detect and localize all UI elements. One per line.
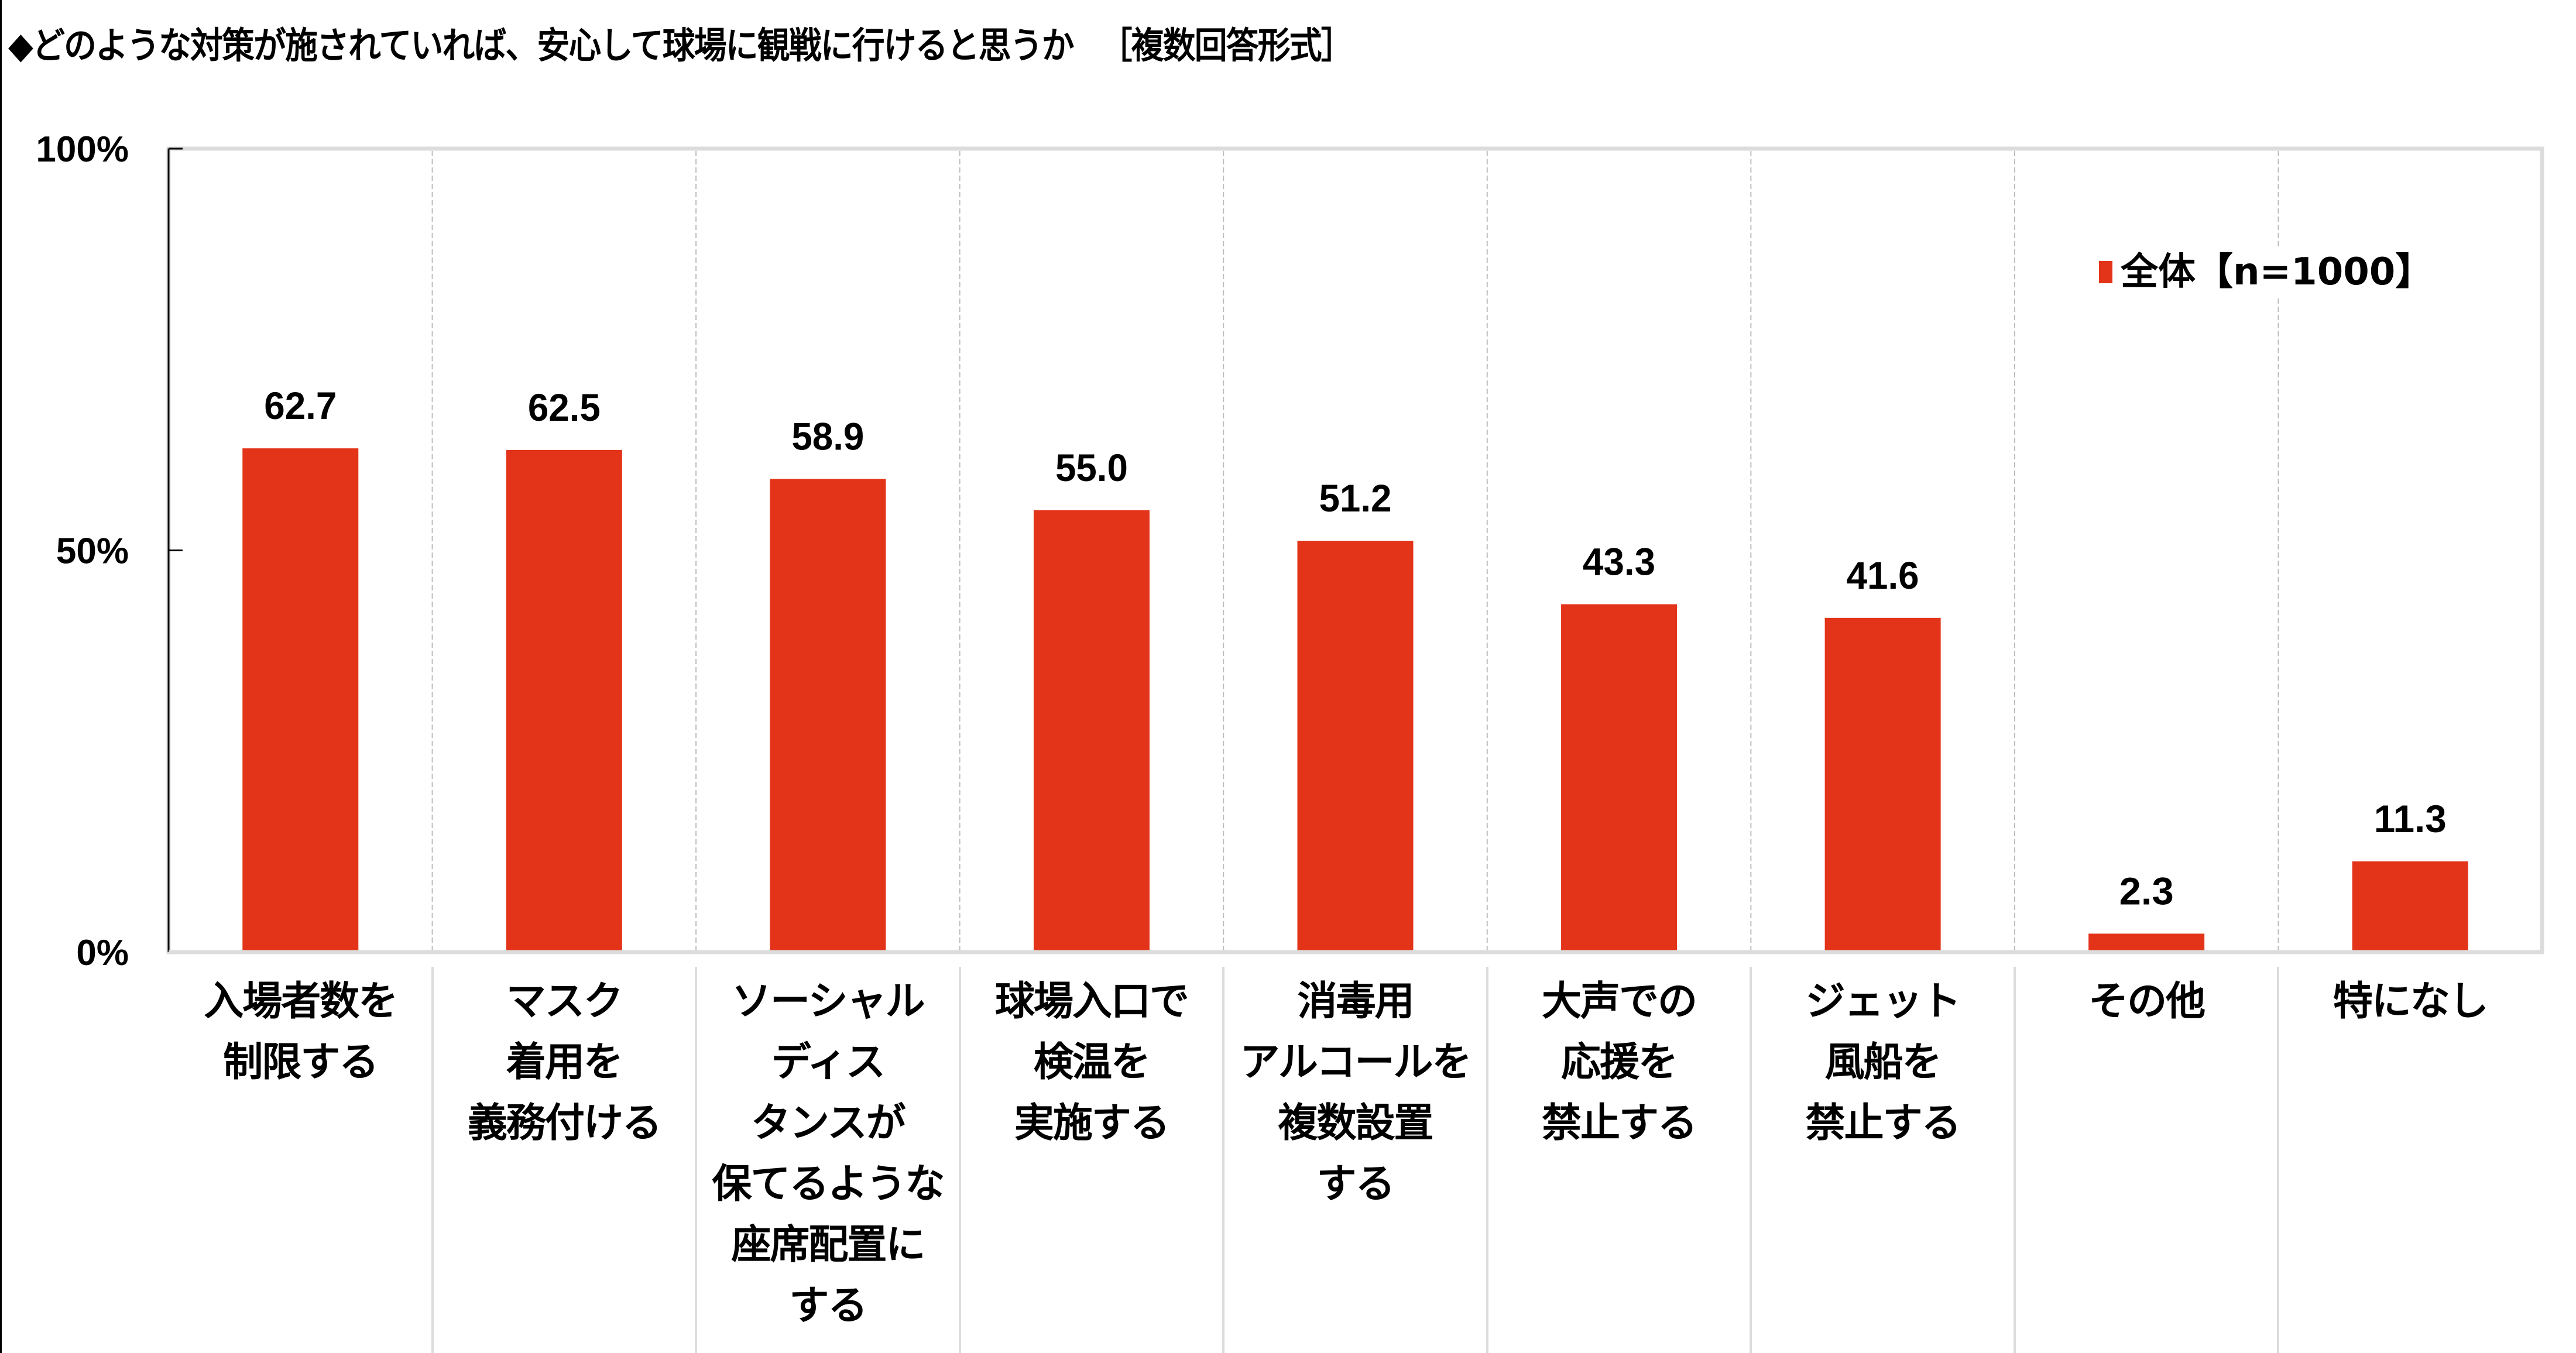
y-tick-label: 100% — [36, 129, 129, 170]
category-label-line: 着用を — [506, 1039, 623, 1086]
category-label-line: 大声での — [1542, 978, 1697, 1025]
category-label-line: 制限する — [223, 1039, 379, 1086]
category-label: ジェット風船を禁止する — [1754, 971, 2012, 1154]
category-label-line: ディス — [771, 1039, 886, 1086]
category-separator — [431, 967, 434, 1353]
category-label-line: タンスが — [751, 1100, 906, 1146]
bar — [2088, 933, 2205, 952]
value-label: 51.2 — [1319, 476, 1392, 520]
category-label-line: 保てるような — [712, 1161, 945, 1207]
category-separator — [1222, 967, 1225, 1353]
bar — [770, 479, 886, 952]
bar — [506, 449, 622, 952]
bar — [1297, 541, 1414, 952]
category-label: その他 — [2018, 971, 2275, 1032]
category-label: 大声での応援を禁止する — [1490, 971, 1748, 1154]
chart-title-sub: ［複数回答形式］ — [1099, 24, 1354, 67]
category-label: 入場者数を 制限する — [171, 971, 429, 1093]
category-label-line: 特になし — [2333, 978, 2489, 1025]
chart-title: ◆どのような対策が施されていれば、安心して球場に観戦に行けると思うか ［複数回答形… — [8, 22, 1354, 69]
bar — [1033, 510, 1150, 952]
y-tick-label: 50% — [56, 531, 129, 572]
legend-swatch — [2099, 261, 2112, 283]
category-label-line: その他 — [2088, 978, 2205, 1025]
value-label: 43.3 — [1583, 540, 1655, 583]
category-label-line: する — [1316, 1161, 1395, 1207]
category-label-line: 複数設置 — [1278, 1100, 1433, 1146]
label-layer: 62.7 62.5 58.9 55.0 51.2 43.3 41.6 2.3 11.3 — [264, 384, 2446, 912]
category-separator — [2277, 967, 2280, 1353]
category-label-line: 実施する — [1014, 1100, 1170, 1146]
bar-layer — [242, 448, 2468, 952]
category-label: ソーシャルディスタンスが保てるような 座席配置にする — [699, 971, 956, 1337]
axis-layer: 0% 50% 100% — [36, 129, 2542, 973]
category-separator — [695, 967, 698, 1353]
bar — [1561, 604, 1678, 952]
value-label: 41.6 — [1847, 554, 1919, 597]
value-label: 58.9 — [791, 414, 864, 458]
category-separator — [2013, 967, 2016, 1353]
chart-title-main: ◆どのような対策が施されていれば、安心して球場に観戦に行けると思うか — [8, 24, 1075, 67]
category-separator — [1750, 967, 1752, 1353]
category-label: 消毒用アルコールを 複数設置する — [1227, 971, 1484, 1215]
bar — [242, 448, 359, 952]
category-label-line: 義務付ける — [467, 1100, 662, 1146]
category-label: マスク着用を義務付ける — [435, 971, 693, 1154]
value-label: 62.7 — [264, 384, 337, 427]
category-label-line: アルコールを — [1240, 1039, 1472, 1086]
category-label-line: 入場者数を — [204, 978, 398, 1025]
left-edge-line — [0, 0, 2, 1353]
value-label: 55.0 — [1055, 446, 1128, 489]
category-label-line: 禁止する — [1542, 1100, 1697, 1146]
category-label-line: 風船を — [1824, 1039, 1942, 1086]
category-label-line: 球場入口で — [994, 978, 1189, 1025]
category-label-line: 応援を — [1561, 1039, 1678, 1086]
y-tick-label: 0% — [76, 933, 129, 973]
bar — [2352, 861, 2468, 952]
bar — [1824, 617, 1941, 952]
category-label: 特になし — [2282, 971, 2539, 1032]
category-label-line: 禁止する — [1805, 1100, 1961, 1146]
value-label: 11.3 — [2374, 797, 2447, 840]
category-label-line: 消毒用 — [1297, 978, 1414, 1025]
category-label-line: マスク — [506, 978, 623, 1025]
category-label-line: ソーシャル — [732, 978, 925, 1025]
category-separator — [958, 967, 961, 1353]
category-label-line: ジェット — [1805, 978, 1961, 1025]
legend: 全体【n=1000】 — [2095, 249, 2437, 296]
category-separator — [1486, 967, 1488, 1353]
value-label: 2.3 — [2119, 869, 2174, 912]
category-label-line: 検温を — [1033, 1039, 1151, 1086]
value-label: 62.5 — [528, 386, 601, 429]
category-label-line: する — [789, 1283, 867, 1329]
category-label: 球場入口で検温を実施する — [963, 971, 1220, 1154]
legend-label: 全体【n=1000】 — [2121, 250, 2433, 294]
category-label-line: 座席配置に — [731, 1222, 925, 1268]
